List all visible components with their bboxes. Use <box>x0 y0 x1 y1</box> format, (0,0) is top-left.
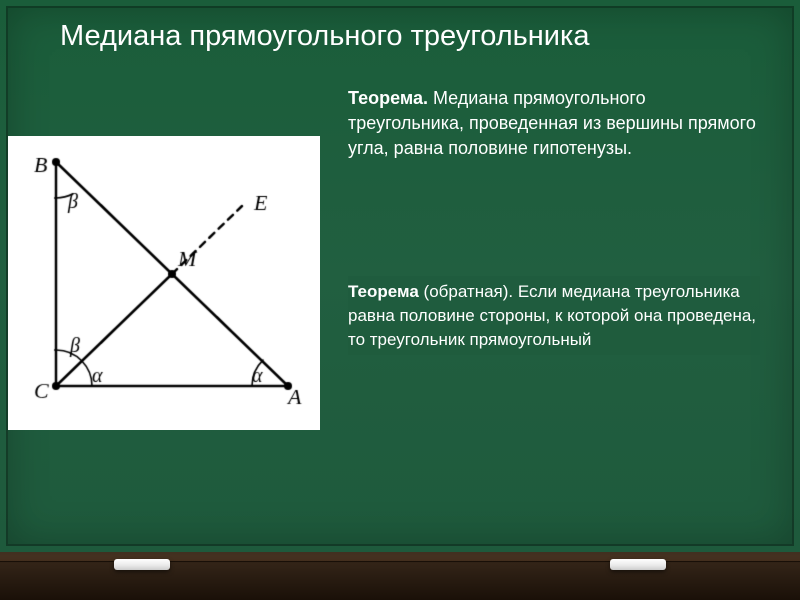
theorem2-label: Теорема <box>348 282 419 301</box>
theorem-main: Теорема. Медиана прямоугольного треуголь… <box>348 86 760 162</box>
diagram-canvas <box>8 136 320 430</box>
theorem-label: Теорема. <box>348 88 428 108</box>
chalkboard: Медиана прямоугольного треугольника Теор… <box>0 0 800 552</box>
theorem-inverse: Теорема (обратная). Если медиана треугол… <box>348 276 760 355</box>
chalk-stick <box>114 559 170 570</box>
page-title: Медиана прямоугольного треугольника <box>60 20 589 53</box>
triangle-diagram <box>8 136 320 430</box>
chalk-stick <box>610 559 666 570</box>
chalk-tray <box>0 552 800 600</box>
theorem2-paren: (обратная). <box>419 282 518 301</box>
